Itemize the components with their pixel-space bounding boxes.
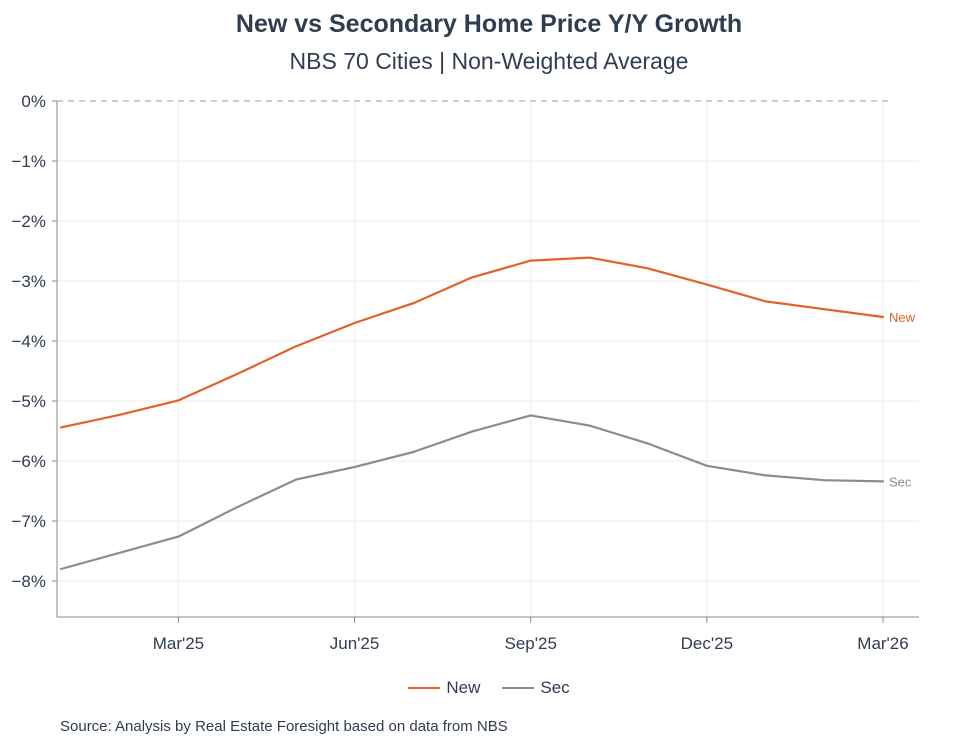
legend-item-sec[interactable]: Sec bbox=[502, 678, 570, 698]
labels-layer: New Sec bbox=[889, 310, 916, 489]
series-layer bbox=[59, 256, 885, 571]
y-tick-label: −2% bbox=[12, 212, 47, 231]
y-tick-label: −4% bbox=[12, 332, 47, 351]
x-tick-label: Sep'25 bbox=[505, 634, 557, 653]
x-tick-label: Dec'25 bbox=[681, 634, 733, 653]
grid-layer bbox=[57, 100, 919, 617]
legend: New Sec bbox=[0, 678, 978, 698]
legend-swatch-new bbox=[408, 687, 441, 689]
series-line-new bbox=[59, 256, 885, 429]
line-chart: 0% −1% −2% −3% −4% −5% −6% −7% −8% Mar'25 Jun'25 Se… bbox=[12, 92, 919, 653]
legend-label-new: New bbox=[446, 678, 481, 697]
end-label-new: New bbox=[889, 310, 916, 325]
y-tick-label: −5% bbox=[12, 392, 47, 411]
end-label-sec: Sec bbox=[889, 474, 912, 489]
chart-title: New vs Secondary Home Price Y/Y Growth bbox=[235, 10, 743, 38]
y-tick-label: −8% bbox=[12, 572, 47, 591]
y-tick-label: −3% bbox=[12, 272, 47, 291]
x-tick-label: Mar'26 bbox=[857, 634, 908, 653]
x-tick-label: Mar'25 bbox=[153, 634, 204, 653]
chart-subtitle: NBS 70 Cities | Non-Weighted Average bbox=[289, 48, 689, 74]
ticks-layer: 0% −1% −2% −3% −4% −5% −6% −7% −8% Mar'25 Jun'25 Se… bbox=[12, 92, 909, 653]
y-tick-label: −1% bbox=[12, 152, 47, 171]
legend-label-sec: Sec bbox=[540, 678, 570, 697]
y-tick-label: −6% bbox=[12, 452, 47, 471]
legend-item-new[interactable]: New bbox=[408, 678, 480, 698]
y-tick-label: −7% bbox=[12, 512, 47, 531]
y-tick-label: 0% bbox=[21, 92, 46, 111]
x-tick-label: Jun'25 bbox=[330, 634, 380, 653]
source-note: Source: Analysis by Real Estate Foresigh… bbox=[60, 718, 508, 735]
axes-layer bbox=[56, 101, 919, 618]
legend-swatch-sec bbox=[502, 687, 535, 689]
series-line-sec bbox=[59, 414, 885, 571]
